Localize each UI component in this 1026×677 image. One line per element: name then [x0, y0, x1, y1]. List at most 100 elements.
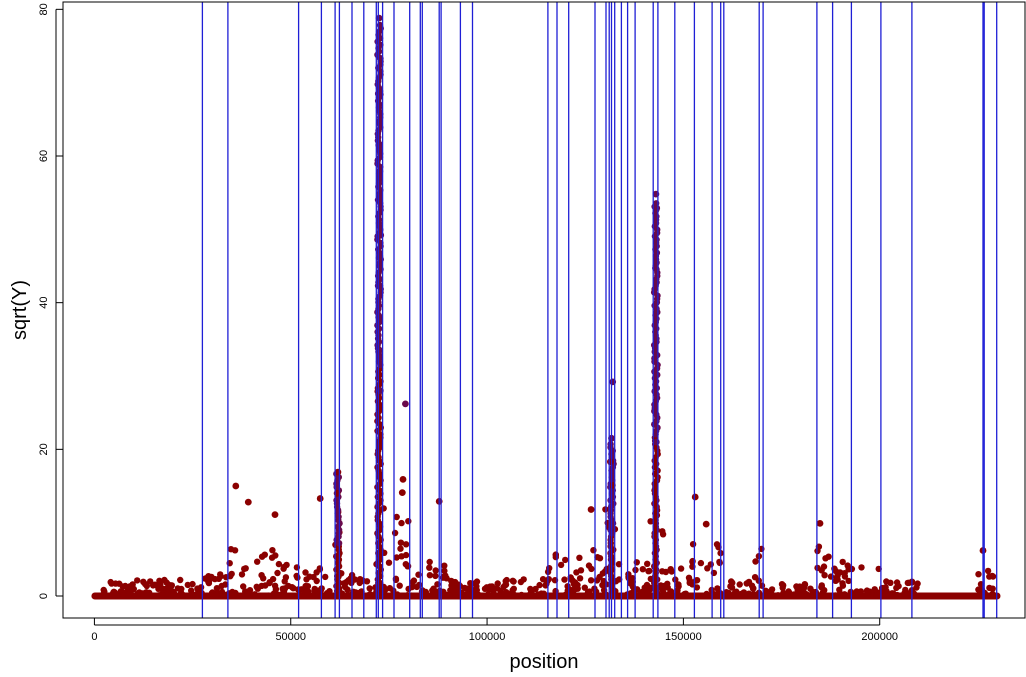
cluster-point — [219, 591, 226, 598]
cluster-point — [743, 580, 750, 587]
cluster-point — [143, 582, 150, 590]
cluster-point — [615, 561, 623, 568]
cluster-point — [645, 568, 652, 575]
cluster-point — [587, 577, 595, 584]
cluster-point — [779, 584, 786, 592]
cluster-point — [303, 576, 310, 583]
cluster-point — [724, 590, 731, 597]
cluster-point — [311, 592, 318, 599]
data-point — [816, 520, 824, 527]
cluster-point — [139, 590, 146, 597]
cluster-point — [184, 581, 191, 589]
cluster-point — [707, 561, 714, 568]
cluster-point — [265, 592, 272, 599]
cluster-point — [677, 565, 685, 572]
cluster-point — [274, 569, 281, 577]
cluster-point — [784, 592, 791, 600]
cluster-point — [905, 591, 912, 598]
cluster-point — [834, 576, 841, 583]
cluster-point — [791, 591, 798, 598]
cluster-point — [213, 585, 221, 592]
cluster-point — [889, 592, 897, 600]
cluster-point — [736, 581, 743, 588]
cluster-point — [240, 583, 247, 590]
cluster-point — [481, 585, 489, 592]
cluster-point — [189, 580, 196, 588]
data-point — [376, 346, 383, 354]
cluster-point — [202, 592, 210, 599]
cluster-point — [576, 575, 584, 582]
cluster-point — [211, 575, 219, 583]
cluster-point — [697, 559, 705, 567]
data-point — [399, 476, 407, 483]
cluster-point — [303, 588, 310, 596]
cluster-point — [855, 592, 862, 600]
cluster-point — [363, 592, 370, 599]
cluster-point — [520, 576, 527, 583]
cluster-point — [880, 592, 888, 600]
cluster-point — [662, 568, 670, 576]
cluster-point — [217, 573, 224, 580]
cluster-point — [261, 551, 268, 558]
cluster-point — [527, 585, 534, 593]
cluster-point — [552, 587, 559, 595]
cluster-point — [639, 566, 646, 573]
cluster-point — [689, 541, 697, 548]
data-point — [375, 14, 383, 22]
cluster-point — [569, 591, 577, 598]
cluster-point — [241, 565, 248, 573]
cluster-point — [797, 592, 804, 600]
cluster-point — [386, 585, 393, 592]
cluster-point — [836, 586, 843, 593]
cluster-point — [431, 590, 438, 597]
cluster-point — [675, 581, 682, 588]
cluster-point — [230, 592, 237, 600]
cluster-point — [751, 591, 759, 598]
cluster-point — [409, 579, 416, 586]
data-point — [607, 458, 614, 466]
cluster-point — [839, 558, 846, 566]
cluster-point — [693, 584, 701, 591]
cluster-point — [228, 570, 235, 578]
cluster-point — [326, 588, 333, 595]
cluster-point — [845, 577, 852, 585]
cluster-point — [280, 587, 288, 595]
cluster-point — [385, 559, 393, 566]
cluster-point — [629, 578, 636, 585]
cluster-point — [163, 579, 170, 586]
cluster-point — [322, 573, 329, 581]
cluster-point — [528, 592, 536, 599]
cluster-point — [548, 592, 555, 600]
cluster-point — [129, 582, 136, 589]
cluster-point — [546, 565, 553, 572]
y-tick-label: 0 — [38, 593, 50, 599]
data-point — [652, 309, 660, 317]
cluster-point — [674, 591, 682, 598]
cluster-point — [685, 574, 693, 581]
cluster-point — [108, 580, 115, 587]
cluster-point — [302, 569, 309, 576]
cluster-point — [601, 568, 609, 575]
cluster-point — [414, 592, 421, 600]
cluster-point — [509, 577, 516, 584]
cluster-point — [564, 592, 571, 599]
cluster-point — [630, 587, 637, 595]
cluster-point — [272, 586, 280, 593]
cluster-point — [975, 571, 982, 578]
cluster-point — [426, 572, 434, 579]
cluster-point — [576, 554, 583, 561]
cluster-point — [177, 576, 184, 584]
cluster-point — [258, 572, 265, 579]
cluster-point — [989, 585, 996, 592]
cluster-point — [398, 519, 405, 527]
data-point — [608, 481, 616, 489]
cluster-point — [841, 573, 849, 580]
cluster-point — [702, 592, 709, 600]
cluster-point — [294, 574, 301, 581]
cluster-point — [647, 518, 654, 525]
cluster-point — [262, 582, 269, 589]
cluster-point — [149, 582, 157, 589]
cluster-point — [231, 547, 239, 554]
cluster-point — [254, 558, 261, 565]
cluster-point — [212, 592, 219, 600]
